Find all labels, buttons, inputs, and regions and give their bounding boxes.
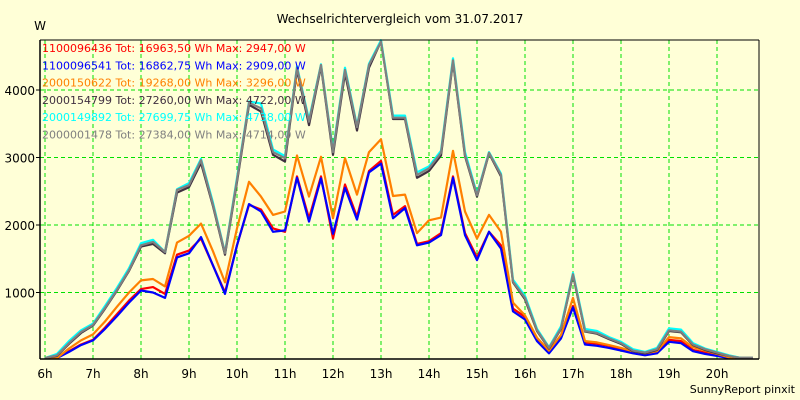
series-lines <box>44 39 753 360</box>
legend-entry: 1100096436 Tot: 16963,50 Wh Max: 2947,00… <box>42 42 306 55</box>
x-tick-label: 11h <box>274 367 297 381</box>
series-line-2000150622 <box>45 138 753 360</box>
x-tick-label: 12h <box>322 367 345 381</box>
x-tick-label: 19h <box>658 367 681 381</box>
y-tick-label: 4000 <box>4 84 35 98</box>
legend-entry: 2000149892 Tot: 27699,75 Wh Max: 4738,00… <box>42 111 306 124</box>
legend-entry: 2000001478 Tot: 27384,00 Wh Max: 4714,00… <box>42 129 306 142</box>
x-tick-label: 14h <box>418 367 441 381</box>
x-tick-label: 8h <box>133 367 148 381</box>
x-tick-label: 16h <box>514 367 537 381</box>
chart-title: Wechselrichtervergleich vom 31.07.2017 <box>277 12 524 26</box>
x-tick-label: 13h <box>370 367 393 381</box>
x-axis-ticks: 6h 7h 8h 9h 10h 11h 12h 13h 14h 15h 16h 17h 18h 19h 20… <box>37 367 728 381</box>
y-tick-label: 3000 <box>4 152 35 166</box>
series-line-1100096436 <box>45 159 753 360</box>
footer-credit: SunnyReport pinxit <box>690 383 796 396</box>
series-line-2000001478 <box>44 40 753 360</box>
grid-lines <box>40 40 759 359</box>
y-tick-label: 1000 <box>4 287 35 301</box>
y-axis-unit-label: W <box>34 19 46 33</box>
legend-entry: 2000150622 Tot: 19268,00 Wh Max: 3296,00… <box>42 77 306 90</box>
legend: 1100096436 Tot: 16963,50 Wh Max: 2947,00… <box>42 42 306 142</box>
x-tick-label: 15h <box>466 367 489 381</box>
x-tick-label: 9h <box>181 367 196 381</box>
x-tick-label: 17h <box>562 367 585 381</box>
y-axis-ticks: 1000 2000 3000 4000 <box>4 84 40 301</box>
y-tick-label: 2000 <box>4 219 35 233</box>
x-tick-label: 20h <box>706 367 729 381</box>
x-tick-label: 6h <box>37 367 52 381</box>
legend-entry: 1100096541 Tot: 16862,75 Wh Max: 2909,00… <box>42 59 306 72</box>
x-tick-label: 18h <box>610 367 633 381</box>
x-tick-label: 10h <box>226 367 249 381</box>
legend-entry: 2000154799 Tot: 27260,00 Wh Max: 4722,00… <box>42 94 306 107</box>
x-tick-label: 7h <box>85 367 100 381</box>
series-line-1100096541 <box>45 162 753 360</box>
